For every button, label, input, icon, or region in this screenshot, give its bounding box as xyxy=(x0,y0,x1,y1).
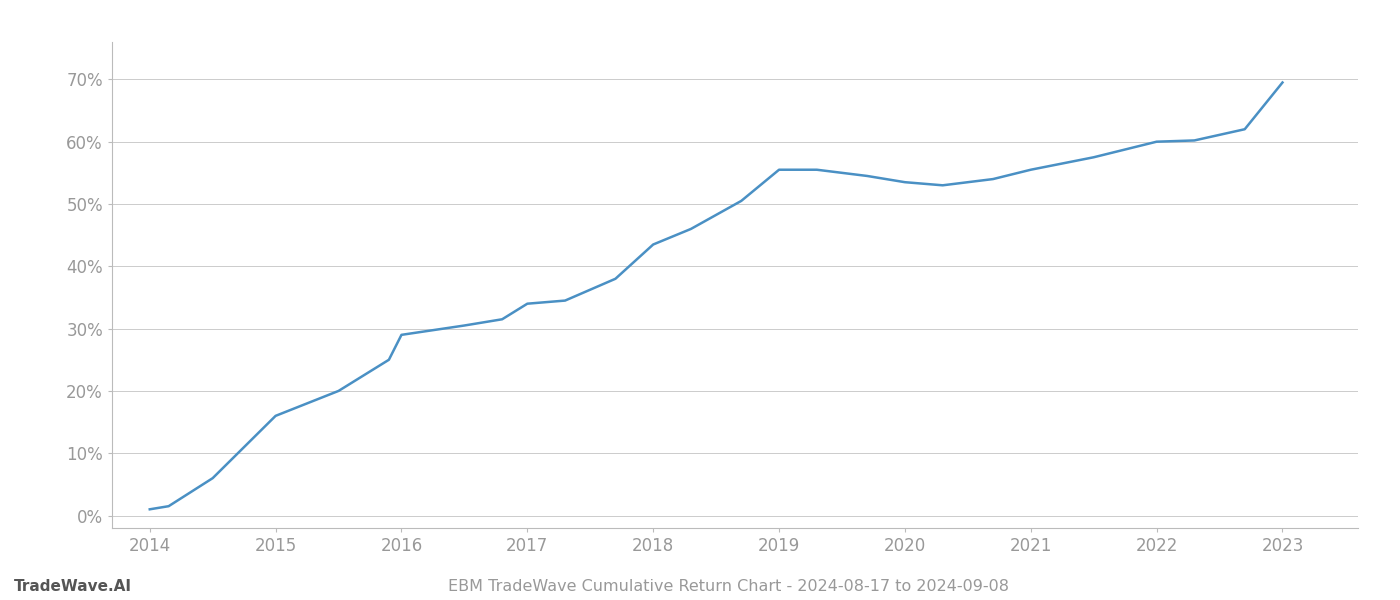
Text: TradeWave.AI: TradeWave.AI xyxy=(14,579,132,594)
Text: EBM TradeWave Cumulative Return Chart - 2024-08-17 to 2024-09-08: EBM TradeWave Cumulative Return Chart - … xyxy=(448,579,1008,594)
